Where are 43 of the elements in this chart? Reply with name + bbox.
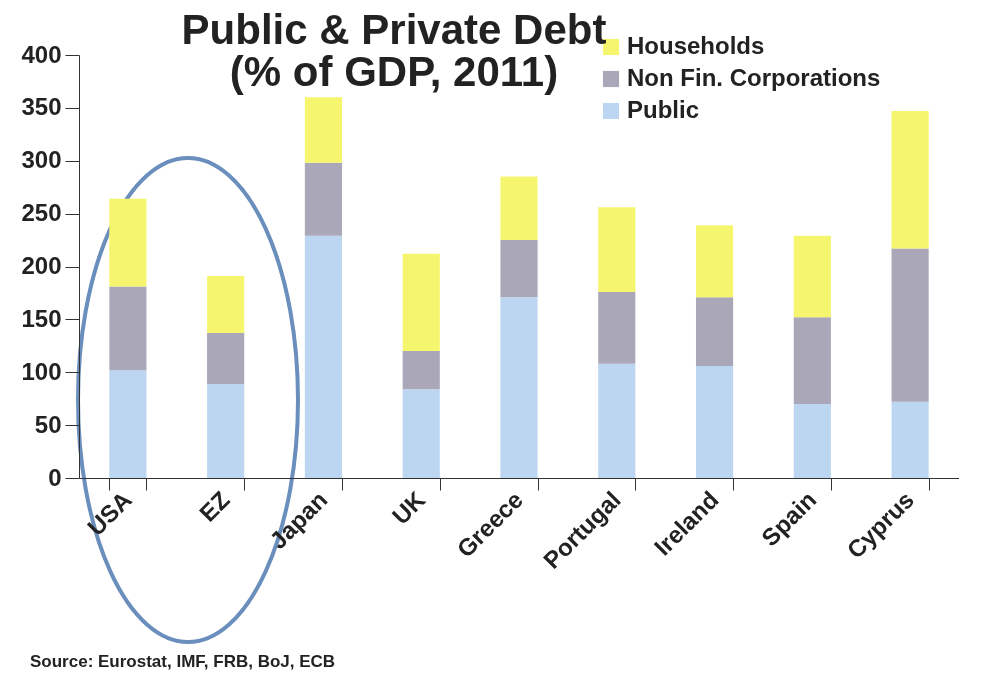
x-tick-label: USA: [81, 485, 137, 541]
bar: [304, 235, 343, 478]
y-tick-label: 0: [48, 463, 62, 491]
bar: [695, 365, 734, 478]
bar: [304, 97, 343, 163]
y-tick-label: 350: [21, 93, 62, 121]
bar: [402, 351, 440, 390]
bar: [304, 162, 343, 236]
bar: [891, 401, 929, 478]
source-note: Source: Eurostat, IMF, FRB, BoJ, ECB: [30, 652, 336, 672]
x-tick-label: UK: [386, 485, 431, 530]
bar: [891, 248, 929, 402]
bar: [402, 253, 440, 352]
bar: [695, 297, 734, 366]
bar: [793, 317, 831, 404]
bar: [207, 276, 245, 334]
legend-label: Public: [627, 96, 700, 123]
bar: [793, 235, 831, 318]
y-tick-label: 400: [21, 40, 62, 68]
bar: [402, 389, 440, 478]
bar: [109, 198, 147, 287]
y-tick-label: 300: [21, 146, 62, 174]
x-tick-label: EZ: [193, 485, 235, 527]
bar: [500, 176, 538, 241]
bar: [598, 363, 636, 478]
y-tick-label: 100: [21, 357, 62, 385]
legend-label: Non Fin. Corporations: [627, 64, 881, 91]
bar: [793, 403, 831, 478]
bar: [109, 370, 147, 478]
legend-label: Households: [627, 32, 765, 59]
bar: [695, 225, 734, 298]
bar: [207, 333, 245, 384]
y-tick-label: 200: [21, 252, 62, 279]
bar: [598, 207, 636, 292]
bar: [500, 297, 538, 478]
y-tick-label: 50: [34, 410, 62, 438]
y-tick-label: 250: [21, 199, 62, 227]
bar: [500, 240, 538, 298]
bar: [109, 286, 147, 371]
bar: [891, 111, 929, 249]
bar: [207, 383, 245, 478]
y-tick-label: 150: [21, 304, 62, 332]
bar: [598, 291, 636, 364]
